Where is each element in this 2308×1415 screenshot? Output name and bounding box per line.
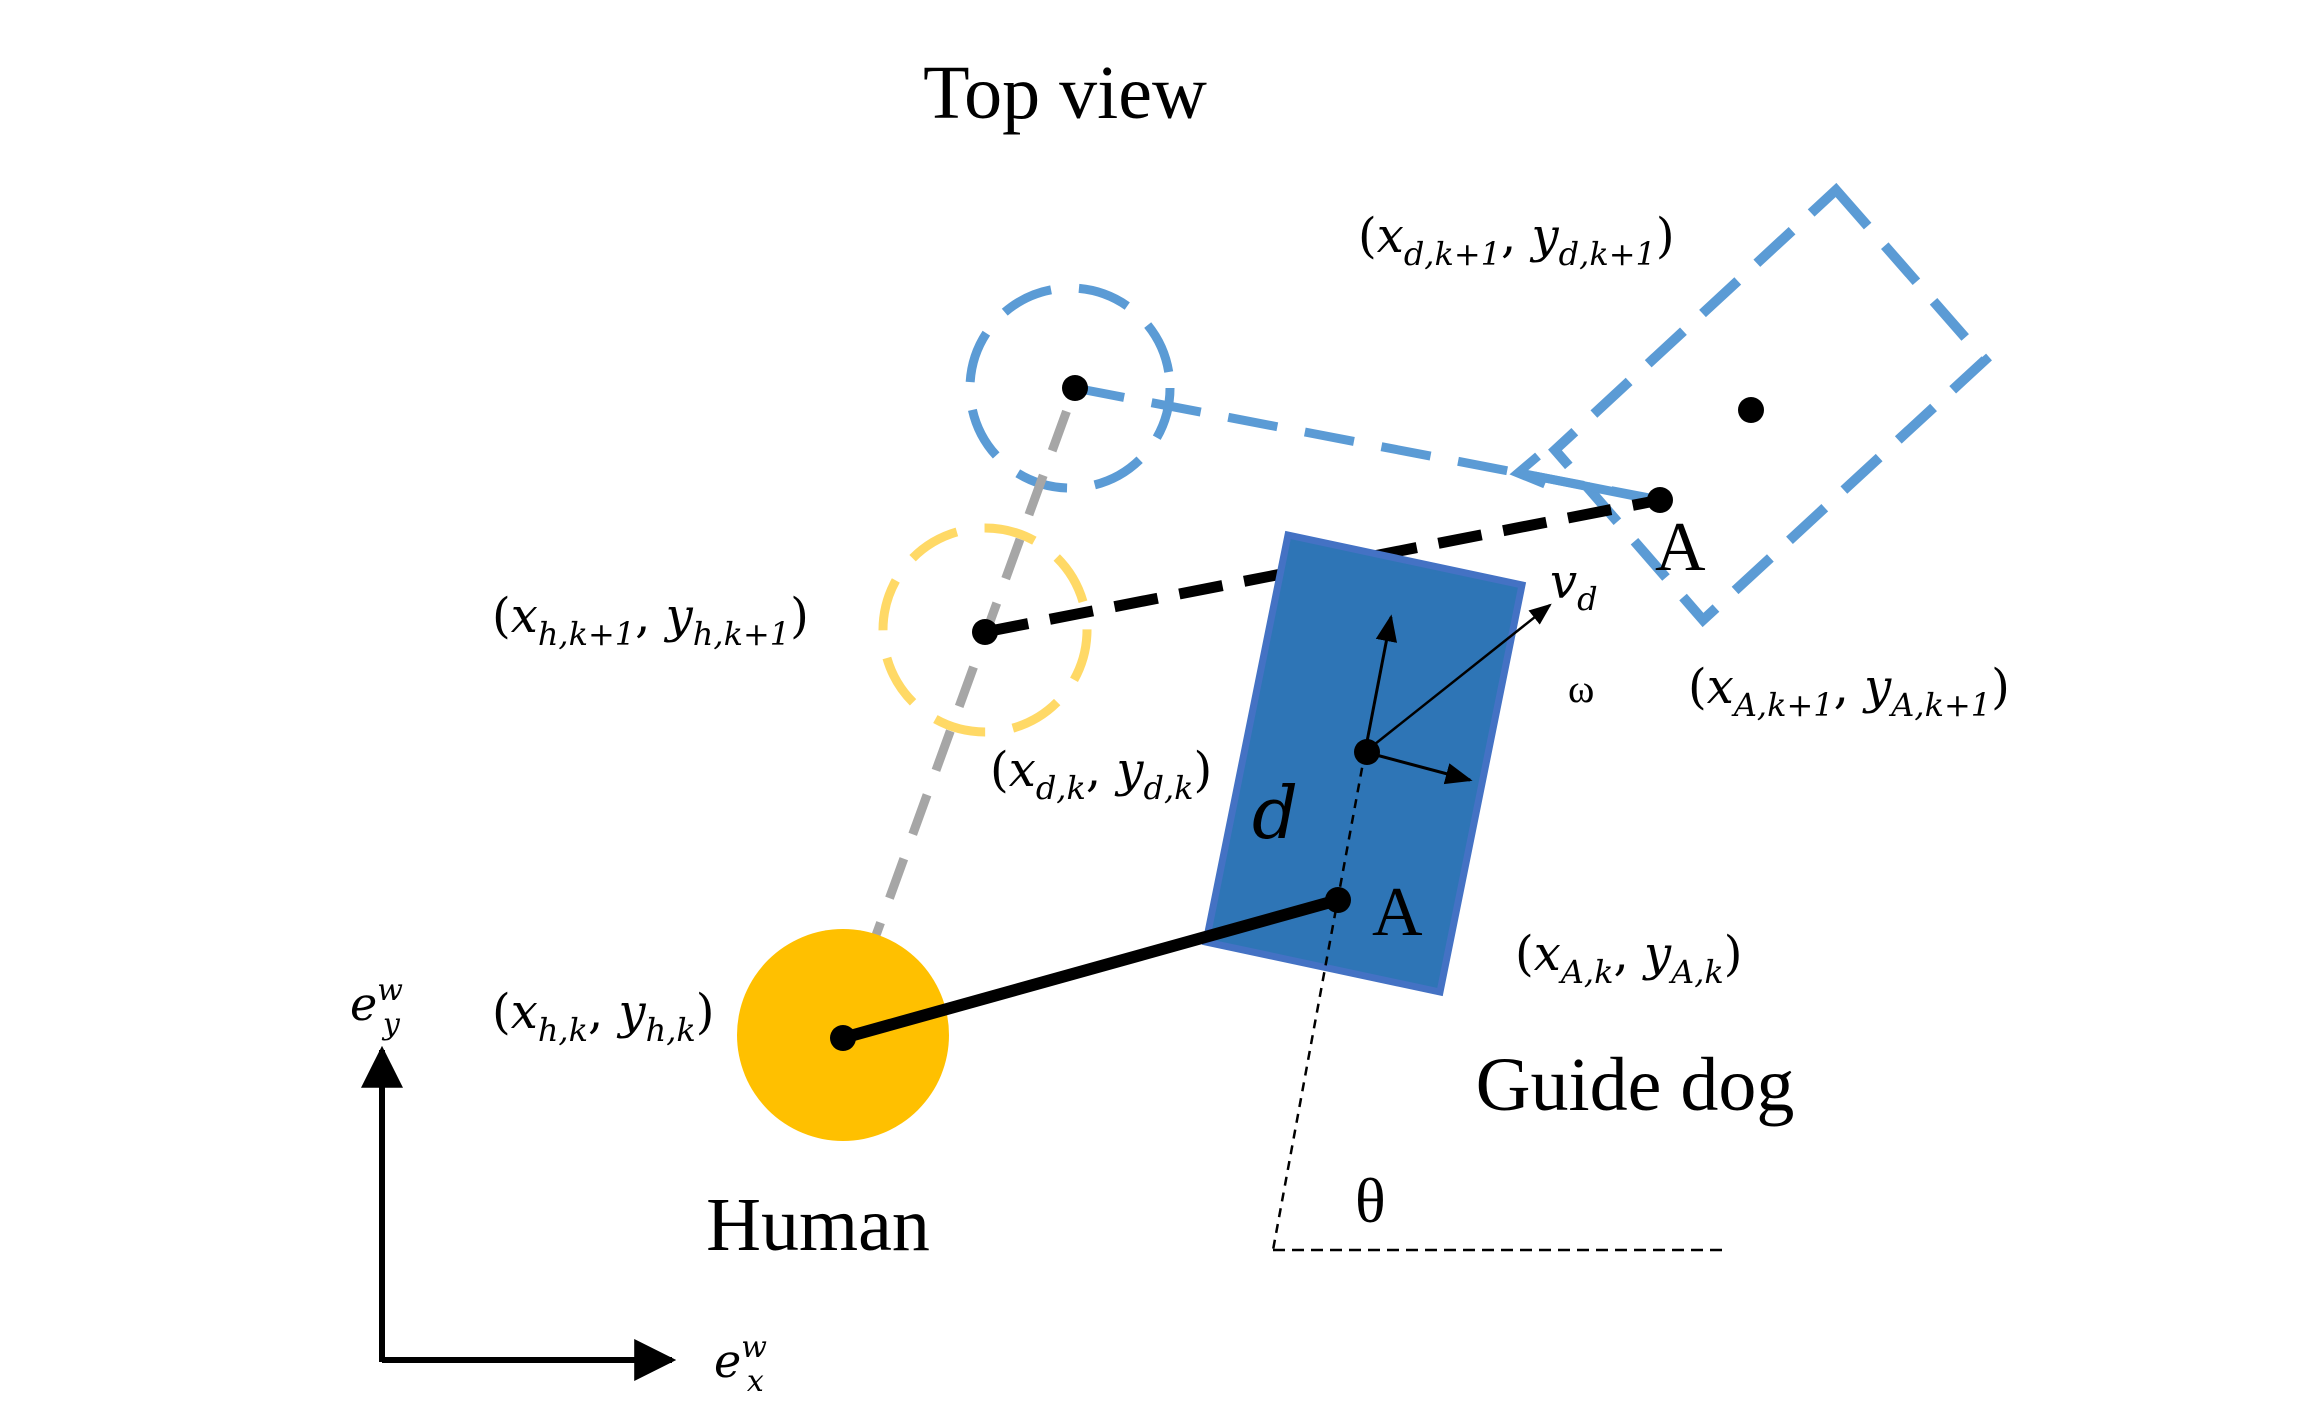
distance-label: d (1252, 771, 1298, 855)
dog-heading-arrow (1363, 614, 1398, 753)
coord-human-k: (xh,k, yh,k) (492, 984, 715, 1049)
human-next-circle-blue (965, 283, 1175, 493)
human-k1-dot (972, 619, 998, 645)
coord-dog-k: (xd,k, yd,k) (990, 742, 1212, 807)
coord-anchor-k1: (xA,k+1, yA,k+1) (1688, 659, 2010, 724)
guide-dog-label: Guide dog (1476, 1043, 1795, 1127)
dog-velocity-arrow (1364, 603, 1552, 753)
diagram-title: Top view (923, 51, 1207, 135)
theta-label: θ (1355, 1165, 1386, 1236)
tether-next-blue-tail (1519, 468, 1656, 505)
omega-label: ω (1568, 666, 1594, 711)
anchor-k-label: A (1372, 874, 1423, 951)
coord-anchor-k: (xA,k, yA,k) (1515, 926, 1743, 991)
anchor-k1-label: A (1655, 509, 1706, 586)
dog-lateral-arrow (1364, 750, 1473, 785)
anchor-k1-dot (1647, 487, 1673, 513)
coord-human-k1: (xh,k+1, yh,k+1) (492, 588, 809, 653)
heading-reference-line (1271, 751, 1367, 1251)
guide-dog-next-center-dot (1738, 397, 1764, 423)
anchor-k-dot (1325, 887, 1351, 913)
world-x-axis-label: ew x (714, 1330, 767, 1399)
human-path-dashed (838, 386, 1080, 1028)
human-next-blue-dot (1062, 375, 1088, 401)
velocity-label: vd (1550, 554, 1598, 618)
coord-dog-k1: (xd,k+1, yd,k+1) (1358, 208, 1675, 273)
world-y-axis-label: ew y (350, 973, 403, 1042)
dog-k-dot (1354, 739, 1380, 765)
human-k-dot (830, 1025, 856, 1051)
human-label: Human (706, 1183, 930, 1267)
guide-dog-next-outline (1548, 182, 1992, 628)
tether-current-solid (841, 894, 1340, 1044)
human-next-circle-yellow (878, 523, 1092, 737)
